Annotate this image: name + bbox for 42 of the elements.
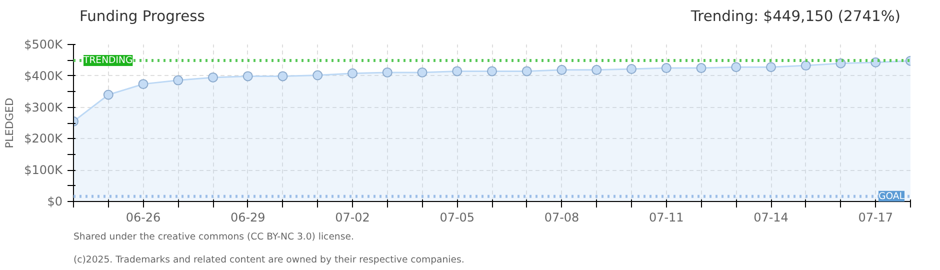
point [138, 79, 148, 90]
point [103, 90, 114, 100]
point [208, 72, 218, 82]
point [696, 63, 706, 74]
y-tick-label: $500K [24, 38, 64, 52]
point [592, 64, 602, 75]
point [452, 66, 462, 76]
point [173, 75, 184, 86]
x-tick-label: 07-08 [544, 210, 580, 224]
point [278, 71, 288, 82]
x-tick-label: 06-26 [126, 210, 161, 224]
point [348, 68, 358, 78]
chart-title: Funding Progress [80, 8, 205, 25]
point [382, 67, 392, 78]
x-tick-label: 07-14 [754, 210, 788, 224]
x-tick-label: 07-02 [335, 210, 370, 224]
point [800, 60, 811, 71]
y-tick-label: $400K [24, 68, 64, 83]
point [312, 70, 323, 80]
text: Trending: $449,150 (2741%) [690, 8, 900, 25]
y-axis-title: PLEDGED [3, 98, 16, 148]
point [626, 64, 636, 74]
point [731, 62, 742, 72]
point [487, 66, 497, 76]
ref-line-label: GOAL [878, 190, 906, 202]
y-tick-label: $200K [24, 132, 64, 146]
x-tick-label: 07-17 [858, 210, 894, 224]
y-tick-label: $300K [24, 100, 64, 114]
point [766, 62, 776, 72]
ref-line-label: TRENDING [82, 54, 133, 66]
text: (c)2025. Trademarks and related content are owned by their respective companies. [74, 254, 464, 266]
point [661, 63, 672, 74]
point [242, 71, 253, 82]
point [417, 67, 428, 78]
x-tick-label: 07-11 [648, 210, 684, 224]
x-tick-label: 07-05 [440, 210, 475, 224]
y-tick-label: $100K [24, 163, 64, 178]
x-tick-label: 06-29 [230, 210, 266, 224]
point [556, 64, 567, 75]
point [522, 66, 532, 76]
text: Shared under the creative commons (CC BY-NC 3.0) license. [74, 232, 354, 242]
y-tick-label: $0 [47, 194, 63, 208]
